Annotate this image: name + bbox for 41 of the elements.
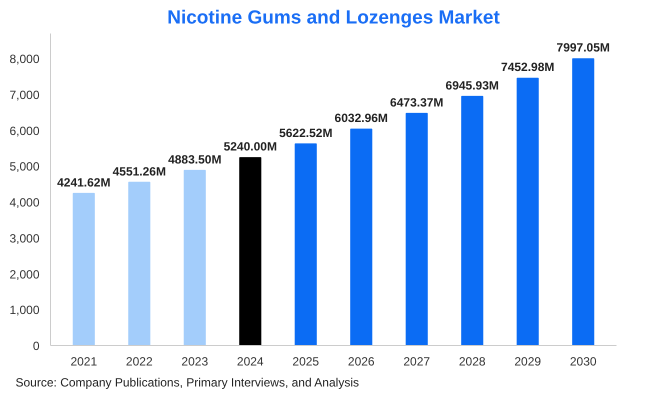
data-label: 6032.96M [334, 111, 388, 126]
y-tick-label: 1,000 [9, 303, 40, 318]
x-tick-label: 2029 [514, 354, 542, 368]
bar [72, 192, 95, 346]
data-label: 5240.00M [224, 140, 277, 154]
x-tick-label: 2025 [292, 354, 320, 368]
data-label: 4551.26M [112, 164, 166, 178]
data-label: 7997.05M [556, 40, 610, 55]
y-tick-label: 0 [32, 339, 40, 353]
bar [461, 96, 484, 346]
bar [184, 170, 206, 346]
source-note: Source: Company Publications, Primary Interviews, and Analysis [16, 376, 359, 390]
y-tick-label: 5,000 [9, 160, 40, 174]
bar [350, 128, 372, 346]
bar [239, 157, 262, 346]
y-tick-label: 8,000 [9, 52, 40, 66]
bar [516, 78, 539, 346]
x-tick-label: 2028 [458, 354, 486, 368]
x-tick-label: 2027 [403, 354, 430, 368]
x-tick-label: 2023 [181, 354, 208, 368]
bar [128, 182, 150, 346]
bar [572, 58, 594, 346]
y-tick-label: 6,000 [9, 124, 40, 138]
y-tick-label: 3,000 [9, 231, 40, 246]
data-label: 4241.62M [57, 175, 110, 190]
data-label: 5622.52M [279, 126, 332, 140]
data-label: 6473.37M [390, 95, 444, 110]
x-tick-label: 2022 [126, 354, 153, 368]
x-tick-label: 2030 [570, 354, 597, 368]
data-label: 6945.93M [446, 78, 499, 92]
data-label: 4883.50M [168, 152, 222, 166]
y-tick-label: 2,000 [9, 267, 40, 282]
y-tick-label: 4,000 [9, 196, 40, 210]
x-tick-label: 2026 [348, 354, 375, 368]
bar [294, 143, 317, 346]
bar [406, 112, 428, 346]
chart-title: Nicotine Gums and Lozenges Market [167, 8, 500, 28]
x-tick-label: 2021 [70, 354, 98, 368]
data-label: 7452.98M [501, 60, 554, 74]
x-tick-label: 2024 [236, 354, 264, 368]
y-tick-label: 7,000 [9, 88, 40, 102]
